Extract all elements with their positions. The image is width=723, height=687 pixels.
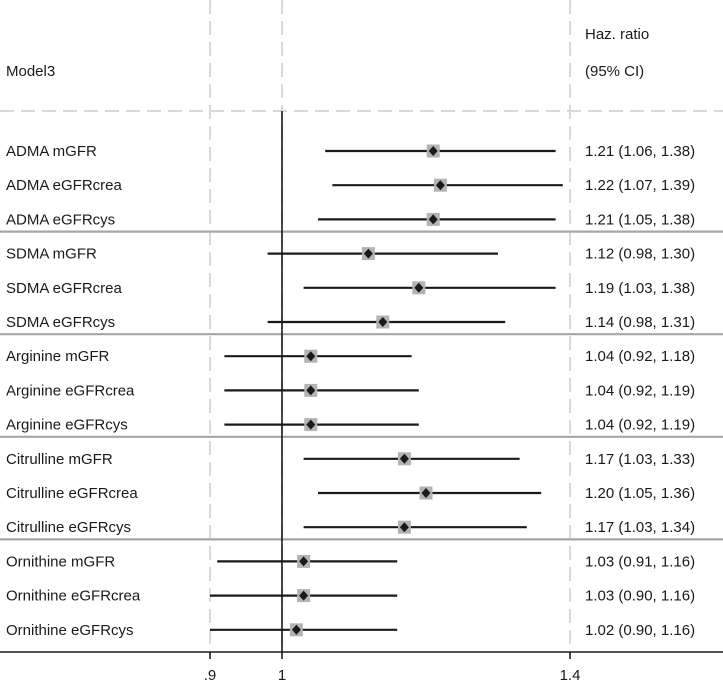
row-label: Ornithine eGFRcys [6, 622, 134, 639]
forest-row: Arginine eGFRcys 1.04 (0.92, 1.19) [6, 417, 695, 434]
row-label: Citrulline eGFRcys [6, 519, 131, 536]
ratio-text: 1.02 (0.90, 1.16) [585, 622, 695, 639]
forest-row: SDMA eGFRcrea 1.19 (1.03, 1.38) [6, 280, 695, 297]
row-label: SDMA eGFRcys [6, 314, 115, 331]
forest-row: SDMA eGFRcys 1.14 (0.98, 1.31) [6, 314, 695, 331]
estimate-diamond [306, 419, 316, 430]
ratio-text: 1.19 (1.03, 1.38) [585, 280, 695, 297]
estimate-diamond [421, 488, 431, 498]
row-label: Citrulline mGFR [6, 451, 113, 468]
forest-row: ADMA eGFRcrea 1.22 (1.07, 1.39) [6, 177, 695, 194]
x-tick-label: 1 [278, 667, 286, 684]
ratio-text: 1.03 (0.90, 1.16) [585, 588, 695, 605]
forest-row: ADMA eGFRcys 1.21 (1.05, 1.38) [6, 211, 695, 228]
ratio-header-line2: (95% CI) [585, 63, 644, 80]
estimate-diamond [299, 556, 309, 567]
ratio-text: 1.04 (0.92, 1.19) [585, 417, 695, 434]
forest-row: Citrulline eGFRcrea 1.20 (1.05, 1.36) [6, 485, 695, 502]
ratio-text: 1.14 (0.98, 1.31) [585, 314, 695, 331]
estimate-diamond [306, 351, 316, 362]
forest-row: ADMA mGFR 1.21 (1.06, 1.38) [6, 143, 695, 160]
estimate-diamond [399, 453, 409, 464]
ratio-text: 1.03 (0.91, 1.16) [585, 553, 695, 570]
row-label: ADMA eGFRcrea [6, 177, 123, 194]
forest-row: Citrulline mGFR 1.17 (1.03, 1.33) [6, 451, 695, 468]
forest-row: Ornithine eGFRcrea 1.03 (0.90, 1.16) [6, 588, 695, 605]
forest-rows: ADMA mGFR 1.21 (1.06, 1.38) ADMA eGFRcrea 1… [6, 143, 695, 639]
estimate-diamond [299, 590, 309, 601]
ratio-text: 1.20 (1.05, 1.36) [585, 485, 695, 502]
x-axis: .9 1 1.4 [0, 651, 723, 684]
ratio-text: 1.21 (1.05, 1.38) [585, 211, 695, 228]
forest-row: Citrulline eGFRcys 1.17 (1.03, 1.34) [6, 519, 695, 536]
forest-row: Ornithine mGFR 1.03 (0.91, 1.16) [6, 553, 695, 570]
forest-row: SDMA mGFR 1.12 (0.98, 1.30) [6, 246, 695, 263]
forest-row: Ornithine eGFRcys 1.02 (0.90, 1.16) [6, 622, 695, 639]
x-tick-label: .9 [204, 667, 217, 684]
estimate-diamond [399, 522, 409, 533]
ratio-text: 1.12 (0.98, 1.30) [585, 246, 695, 263]
row-label: SDMA mGFR [6, 246, 97, 263]
row-label: ADMA mGFR [6, 143, 97, 160]
ratio-text: 1.21 (1.06, 1.38) [585, 143, 695, 160]
row-label: ADMA eGFRcys [6, 211, 115, 228]
row-label: Arginine eGFRcys [6, 417, 128, 434]
forest-row: Arginine eGFRcrea 1.04 (0.92, 1.19) [6, 382, 695, 399]
estimate-diamond [414, 282, 424, 293]
ratio-text: 1.22 (1.07, 1.39) [585, 177, 695, 194]
row-label: Arginine eGFRcrea [6, 382, 135, 399]
estimate-diamond [428, 214, 438, 225]
model-label: Model3 [6, 63, 55, 80]
estimate-diamond [306, 385, 316, 396]
group-separators [0, 230, 723, 541]
ratio-text: 1.04 (0.92, 1.18) [585, 348, 695, 365]
ratio-text: 1.17 (1.03, 1.33) [585, 451, 695, 468]
estimate-diamond [378, 317, 388, 327]
ratio-text: 1.04 (0.92, 1.19) [585, 382, 695, 399]
row-label: Ornithine eGFRcrea [6, 588, 141, 605]
estimate-diamond [363, 248, 373, 259]
row-label: Citrulline eGFRcrea [6, 485, 138, 502]
forest-row: Arginine mGFR 1.04 (0.92, 1.18) [6, 348, 695, 365]
estimate-diamond [428, 146, 438, 156]
x-tick-label: 1.4 [560, 667, 581, 684]
row-label: Ornithine mGFR [6, 553, 115, 570]
row-label: Arginine mGFR [6, 348, 110, 365]
estimate-diamond [291, 624, 301, 635]
ratio-text: 1.17 (1.03, 1.34) [585, 519, 695, 536]
row-label: SDMA eGFRcrea [6, 280, 123, 297]
estimate-diamond [435, 180, 445, 191]
ratio-header-line1: Haz. ratio [585, 26, 649, 43]
